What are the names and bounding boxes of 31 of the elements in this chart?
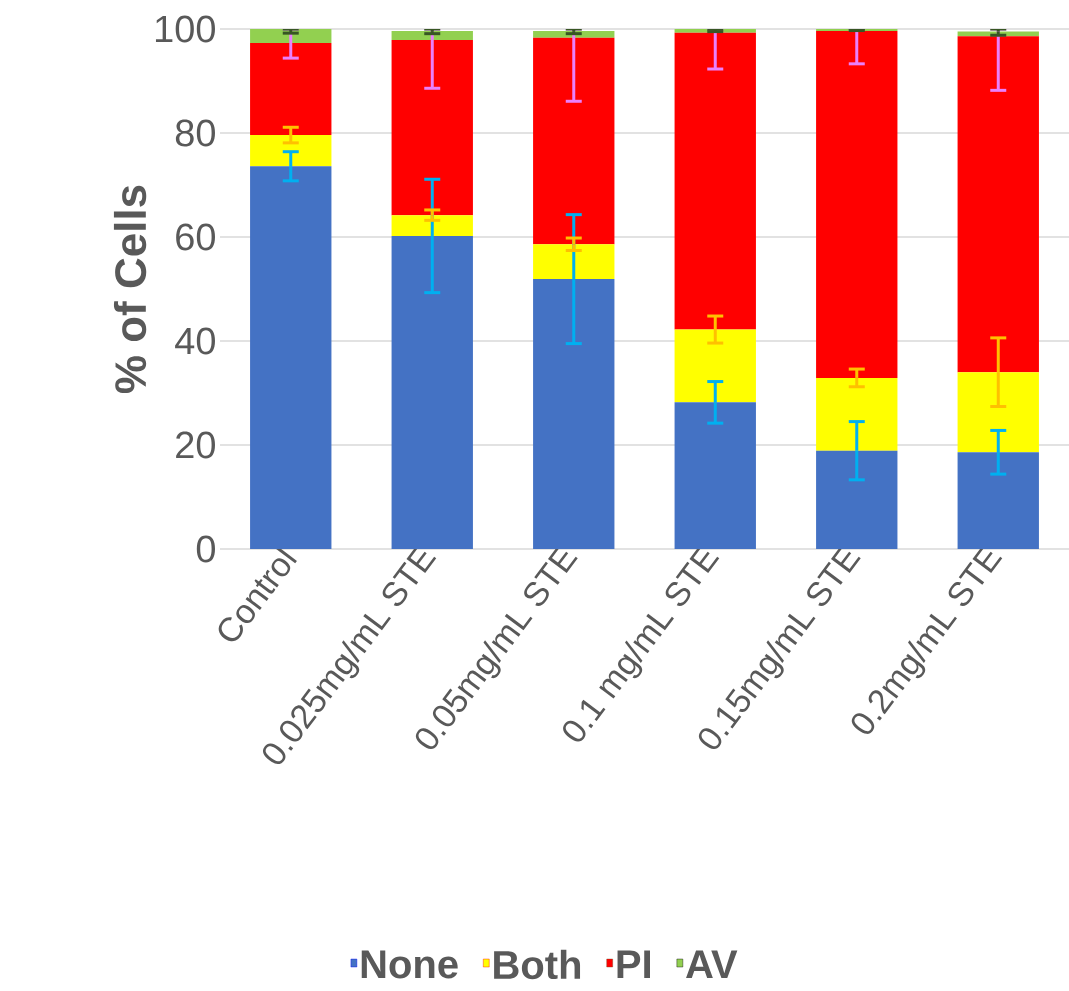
legend-label: None bbox=[361, 950, 458, 979]
bar bbox=[957, 452, 1039, 549]
y-tick-label: 60 bbox=[176, 223, 215, 251]
bar bbox=[533, 37, 615, 245]
bar bbox=[250, 28, 332, 44]
y-tick-label: 20 bbox=[176, 431, 215, 459]
bar bbox=[674, 32, 756, 330]
y-tick-label: 0 bbox=[196, 535, 215, 563]
y-tick-label: 40 bbox=[175, 327, 215, 355]
bar bbox=[674, 329, 756, 403]
bar bbox=[250, 135, 332, 167]
bar bbox=[391, 39, 473, 216]
bar bbox=[957, 372, 1039, 453]
bar bbox=[957, 36, 1039, 373]
bar bbox=[533, 244, 615, 280]
legend-label: PI bbox=[617, 950, 650, 979]
bar bbox=[674, 402, 756, 549]
y-tick-label: 80 bbox=[175, 119, 215, 147]
y-tick-label: 100 bbox=[155, 15, 215, 43]
y-axis-title: % of Cells bbox=[113, 185, 147, 394]
bar bbox=[250, 43, 332, 136]
bar bbox=[391, 215, 473, 236]
bar bbox=[816, 31, 898, 378]
legend-label: AV bbox=[686, 950, 738, 979]
bar bbox=[391, 31, 473, 40]
bar bbox=[250, 166, 332, 549]
bar bbox=[391, 235, 473, 549]
bar bbox=[816, 450, 898, 549]
legend-label: Both bbox=[494, 949, 581, 980]
bar bbox=[816, 377, 898, 451]
bar bbox=[533, 279, 615, 549]
